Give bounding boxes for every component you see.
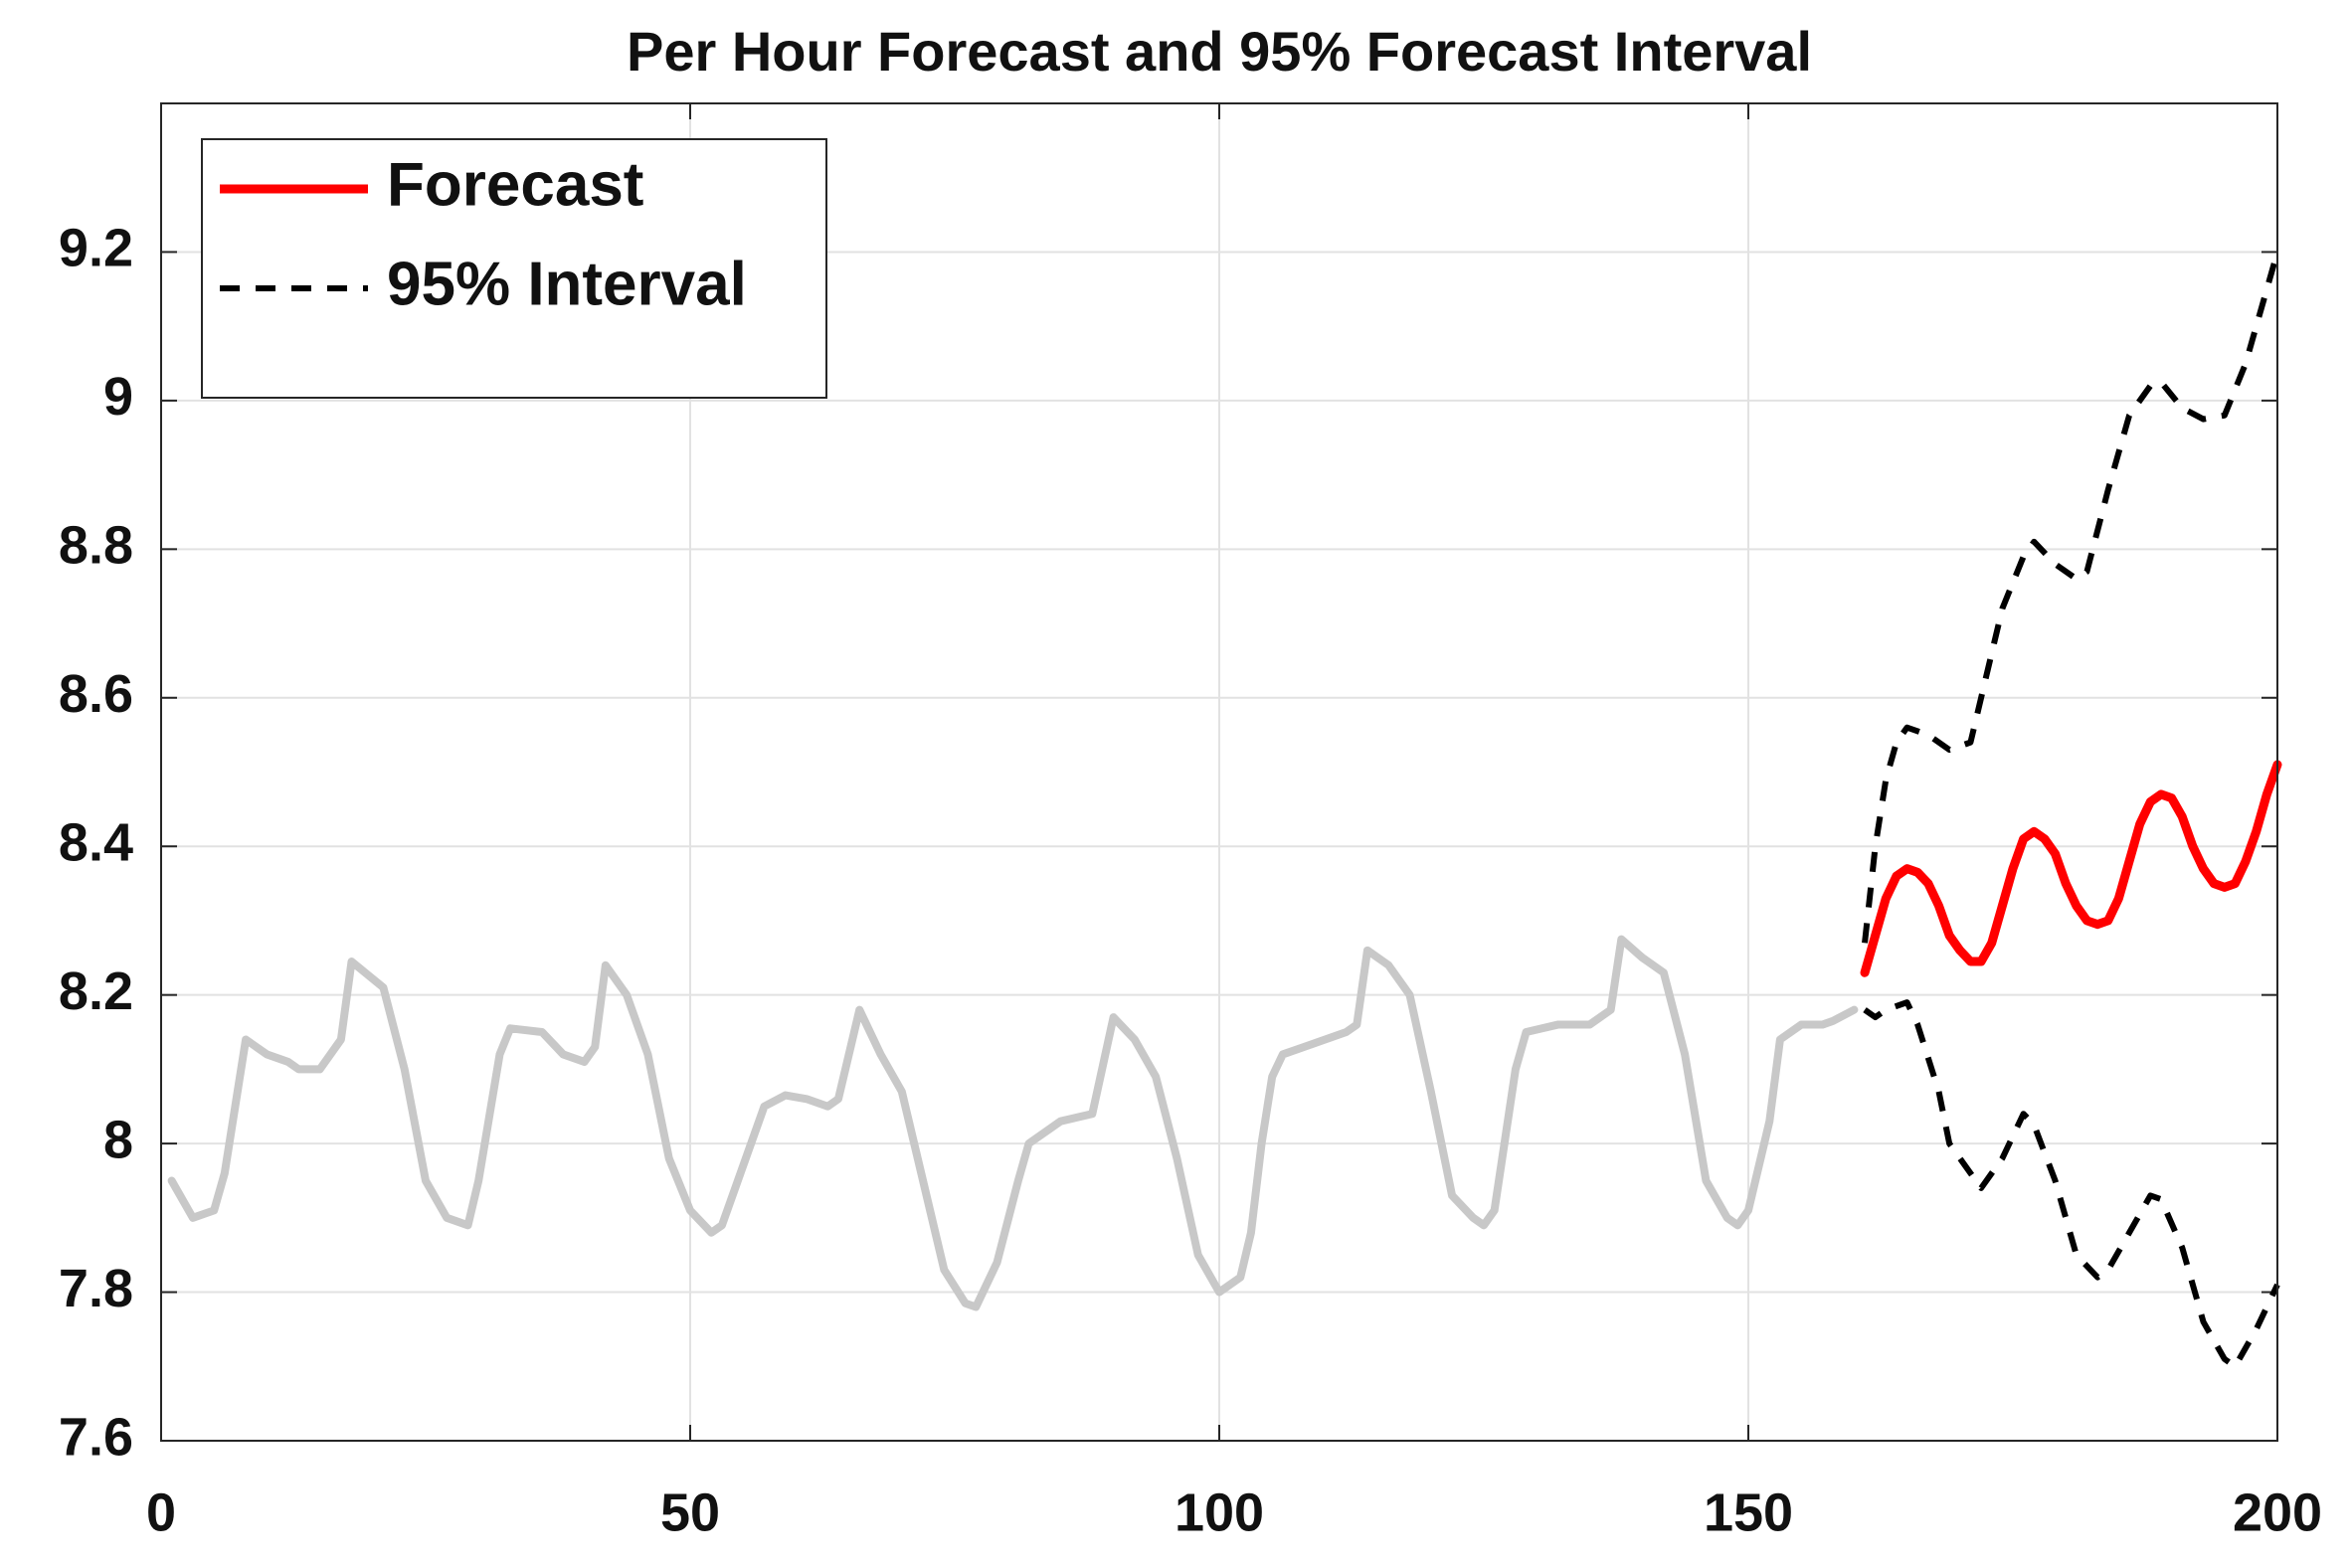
legend-label: 95% Interval (387, 250, 747, 318)
x-tick-label: 200 (2233, 1482, 2322, 1542)
chart-title: Per Hour Forecast and 95% Forecast Inter… (627, 20, 1812, 83)
y-tick-label: 8.2 (59, 961, 133, 1021)
x-tick-label: 0 (146, 1482, 176, 1542)
x-tick-label: 50 (660, 1482, 720, 1542)
y-tick-label: 8.8 (59, 516, 133, 576)
plot-frame (160, 102, 2278, 1442)
y-tick-label: 9.2 (59, 219, 133, 278)
y-tick-label: 9 (103, 367, 133, 427)
y-tick-label: 7.6 (59, 1407, 133, 1467)
x-tick-label: 150 (1704, 1482, 1793, 1542)
series-line (1863, 999, 2280, 1370)
x-tick-label: 100 (1175, 1482, 1264, 1542)
series-line (1862, 251, 2280, 944)
y-tick-label: 7.8 (59, 1259, 133, 1318)
legend-label: Forecast (387, 150, 643, 219)
legend-box (201, 138, 827, 399)
y-tick-label: 8 (103, 1110, 133, 1169)
series-line (167, 935, 1859, 1311)
y-tick-label: 8.4 (59, 812, 133, 872)
series-line (1860, 760, 2282, 977)
y-tick-label: 8.6 (59, 664, 133, 724)
